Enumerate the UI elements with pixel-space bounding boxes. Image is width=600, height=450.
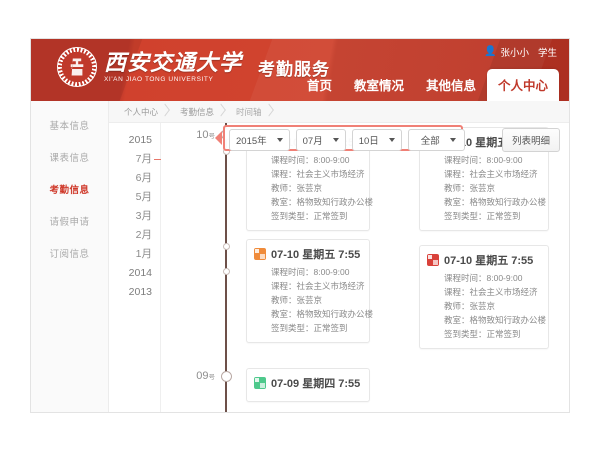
type-dropdown-value: 全部 — [420, 136, 440, 147]
chevron-down-icon — [388, 138, 395, 142]
timeline: 10号 09号 07-10 星期五 7:55 — [161, 123, 569, 412]
card-course: 课程：社会主义市场经济 — [444, 169, 538, 179]
breadcrumb: 个人中心 考勤信息 时间轴 — [109, 101, 569, 123]
university-name: 西安交通大学 XI'AN JIAO TONG UNIVERSITY — [104, 50, 243, 84]
year-item-2013[interactable]: 2013 — [128, 286, 152, 298]
month-item-march[interactable]: 3月 — [135, 210, 152, 222]
card-teacher: 教师：张芸京 — [444, 301, 496, 311]
card-sign-type: 签到类型：正常签到 — [444, 211, 521, 221]
sidebar-item-leave-request[interactable]: 请假申请 — [49, 217, 90, 228]
attendance-card[interactable]: 07-09 星期四 7:55 — [246, 368, 370, 402]
date-filter-highlight-arrow — [215, 131, 222, 145]
card-classroom: 教室：格物致知行政办公楼 — [444, 197, 547, 207]
year-dropdown-value: 2015年 — [236, 136, 267, 147]
timeline-node-3[interactable] — [222, 268, 230, 275]
type-dropdown[interactable]: 全部 — [407, 129, 465, 151]
month-item-july[interactable]: 7月 — [109, 150, 161, 169]
list-detail-button[interactable]: 列表明细 — [501, 128, 560, 152]
attendance-card[interactable]: 07-10 星期五 7:55 课程时间：8:00-9:00 课程：社会主义市场经… — [419, 127, 549, 231]
card-teacher: 教师：张芸京 — [444, 183, 496, 193]
content-area: 个人中心 考勤信息 时间轴 2015 7月 6月 5月 3月 2月 1月 201… — [109, 101, 569, 412]
day-number: 09 — [196, 370, 209, 382]
calendar-icon — [254, 377, 266, 389]
card-classroom: 教室：格物致知行政办公楼 — [271, 197, 374, 207]
timeline-node-day-09[interactable] — [220, 371, 232, 382]
day-unit: 号 — [208, 374, 216, 381]
card-course-time: 课程时间：8:00-9:00 — [271, 155, 350, 165]
site-logo[interactable]: 西安交通大学 XI'AN JIAO TONG UNIVERSITY 考勤服务 — [57, 47, 330, 87]
year-dropdown[interactable]: 2015年 — [229, 129, 290, 151]
date-filter-controls: 2015年 07月 10日 全部 — [229, 129, 465, 151]
month-item-february[interactable]: 2月 — [135, 229, 152, 241]
card-sign-type: 签到类型：正常签到 — [271, 211, 348, 221]
year-item-2015[interactable]: 2015 — [128, 134, 152, 146]
card-teacher: 教师：张芸京 — [271, 295, 323, 305]
card-date: 07-10 星期五 7:55 — [444, 255, 534, 267]
card-classroom: 教室：格物致知行政办公楼 — [271, 309, 374, 319]
day-dropdown[interactable]: 10日 — [351, 129, 402, 151]
card-classroom: 教室：格物致知行政办公楼 — [444, 315, 547, 325]
timeline-axis — [225, 123, 227, 412]
card-teacher: 教师：张芸京 — [271, 183, 323, 193]
day-dropdown-value: 10日 — [358, 136, 379, 147]
card-course-time: 课程时间：8:00-9:00 — [271, 267, 350, 277]
card-sign-type: 签到类型：正常签到 — [444, 329, 521, 339]
card-course-time: 课程时间：8:00-9:00 — [444, 273, 523, 283]
card-date: 07-10 星期五 7:55 — [271, 249, 361, 261]
sidebar-item-schedule-info[interactable]: 课表信息 — [49, 153, 90, 164]
card-header: 07-09 星期四 7:55 — [254, 375, 361, 391]
nav-item-home[interactable]: 首页 — [306, 79, 332, 93]
user-icon: 👤 — [484, 46, 497, 57]
month-dropdown[interactable]: 07月 — [295, 129, 346, 151]
card-header: 07-10 星期五 7:55 — [427, 252, 540, 268]
timeline-day-label-09: 09号 — [161, 370, 215, 382]
nav-item-personal-center[interactable]: 个人中心 — [486, 69, 559, 101]
page-body: 基本信息 课表信息 考勤信息 请假申请 订阅信息 个人中心 考勤信息 时间轴 2… — [31, 101, 569, 412]
user-role: 学生 — [537, 48, 557, 59]
month-dropdown-value: 07月 — [302, 136, 323, 147]
card-course-time: 课程时间：8:00-9:00 — [444, 155, 523, 165]
app-page: 西安交通大学 XI'AN JIAO TONG UNIVERSITY 考勤服务 👤… — [30, 38, 570, 413]
breadcrumb-item-personal-center[interactable]: 个人中心 — [115, 101, 171, 123]
chevron-down-icon — [276, 138, 283, 142]
nav-item-other-info[interactable]: 其他信息 — [425, 79, 476, 93]
sidebar-item-attendance-info[interactable]: 考勤信息 — [49, 185, 90, 196]
university-name-en: XI'AN JIAO TONG UNIVERSITY — [104, 76, 214, 83]
breadcrumb-item-attendance-info[interactable]: 考勤信息 — [171, 101, 227, 123]
calendar-icon — [254, 248, 266, 260]
user-name: 张小小 — [500, 48, 529, 59]
chevron-down-icon — [332, 138, 339, 142]
month-item-january[interactable]: 1月 — [135, 248, 152, 260]
university-name-cn: 西安交通大学 — [104, 50, 243, 75]
attendance-card[interactable]: 07-10 星期五 7:55 课程时间：8:00-9:00 课程：社会主义市场经… — [246, 239, 374, 343]
card-header: 07-10 星期五 7:55 — [254, 246, 361, 262]
sidebar-item-subscription-info[interactable]: 订阅信息 — [49, 249, 90, 260]
sidebar: 基本信息 课表信息 考勤信息 请假申请 订阅信息 — [31, 101, 109, 412]
user-info[interactable]: 👤 张小小 学生 — [484, 45, 557, 60]
main-nav: 首页 教室情况 其他信息 个人中心 — [296, 69, 559, 101]
card-course: 课程：社会主义市场经济 — [271, 169, 365, 179]
chevron-down-icon — [449, 138, 456, 142]
card-date: 07-09 星期四 7:55 — [271, 378, 361, 390]
nav-item-classroom[interactable]: 教室情况 — [353, 79, 404, 93]
breadcrumb-item-timeline[interactable]: 时间轴 — [227, 101, 275, 123]
site-header: 西安交通大学 XI'AN JIAO TONG UNIVERSITY 考勤服务 👤… — [31, 39, 569, 101]
sidebar-item-basic-info[interactable]: 基本信息 — [49, 121, 90, 132]
year-item-2014[interactable]: 2014 — [128, 267, 152, 279]
day-unit: 号 — [208, 133, 216, 140]
timeline-node-2[interactable] — [222, 243, 230, 250]
attendance-card[interactable]: 07-10 星期五 7:55 课程时间：8:00-9:00 课程：社会主义市场经… — [419, 245, 549, 349]
timeline-day-label-10: 10号 — [161, 129, 215, 141]
card-course: 课程：社会主义市场经济 — [271, 281, 365, 291]
calendar-icon — [427, 254, 439, 266]
timeline-area: 2015 7月 6月 5月 3月 2月 1月 2014 2013 10号 — [109, 123, 569, 412]
service-title: 考勤服务 — [258, 59, 331, 79]
month-item-may[interactable]: 5月 — [135, 191, 152, 203]
university-seal-icon — [57, 47, 97, 87]
card-sign-type: 签到类型：正常签到 — [271, 323, 348, 333]
card-course: 课程：社会主义市场经济 — [444, 287, 538, 297]
month-item-june[interactable]: 6月 — [135, 172, 152, 184]
year-month-rail: 2015 7月 6月 5月 3月 2月 1月 2014 2013 — [109, 123, 161, 412]
day-number: 10 — [196, 129, 209, 141]
